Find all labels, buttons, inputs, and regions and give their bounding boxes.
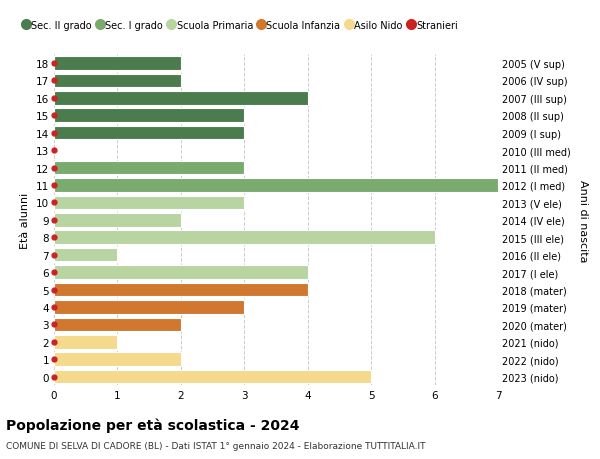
Y-axis label: Età alunni: Età alunni <box>20 192 31 248</box>
Text: Popolazione per età scolastica - 2024: Popolazione per età scolastica - 2024 <box>6 418 299 432</box>
Bar <box>54 57 181 71</box>
Bar <box>54 266 308 279</box>
Bar <box>54 127 244 140</box>
Bar <box>54 353 181 366</box>
Bar <box>54 213 181 227</box>
Y-axis label: Anni di nascita: Anni di nascita <box>578 179 587 262</box>
Bar <box>54 179 498 192</box>
Bar <box>54 248 118 262</box>
Bar <box>54 318 181 331</box>
Bar <box>54 335 118 349</box>
Bar <box>54 109 244 123</box>
Text: COMUNE DI SELVA DI CADORE (BL) - Dati ISTAT 1° gennaio 2024 - Elaborazione TUTTI: COMUNE DI SELVA DI CADORE (BL) - Dati IS… <box>6 441 425 450</box>
Bar <box>54 301 244 314</box>
Bar <box>54 74 181 88</box>
Bar <box>54 162 244 175</box>
Legend: Sec. II grado, Sec. I grado, Scuola Primaria, Scuola Infanzia, Asilo Nido, Stran: Sec. II grado, Sec. I grado, Scuola Prim… <box>19 17 462 35</box>
Bar <box>54 231 434 245</box>
Bar <box>54 196 244 210</box>
Bar <box>54 283 308 297</box>
Bar <box>54 92 308 106</box>
Bar <box>54 370 371 384</box>
